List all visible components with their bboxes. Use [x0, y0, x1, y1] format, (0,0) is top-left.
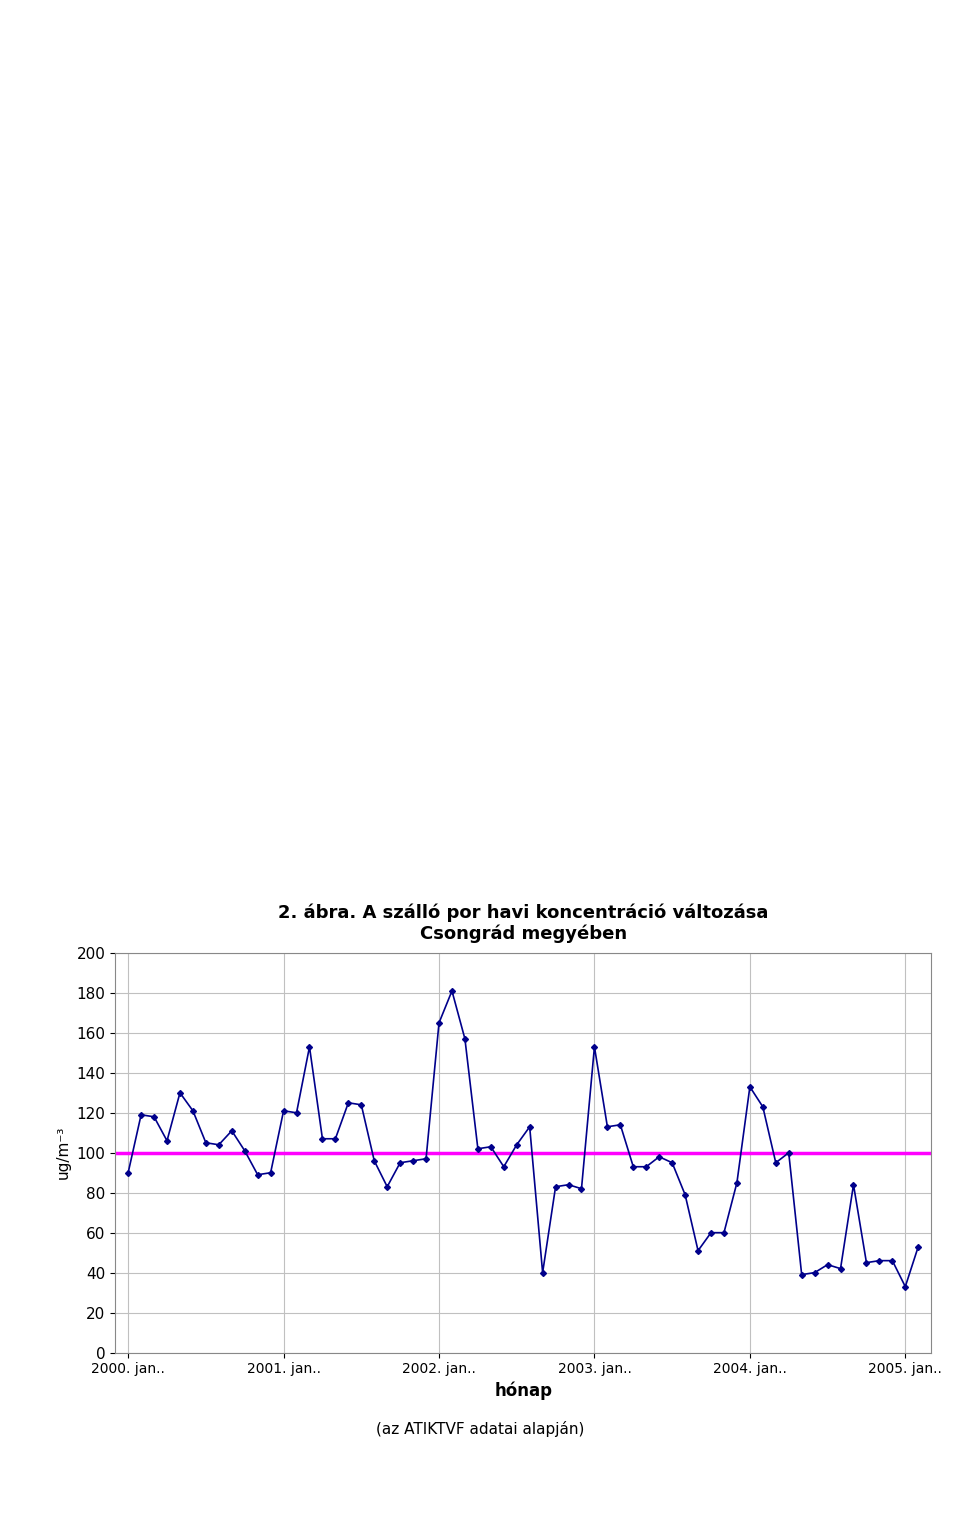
Title: 2. ábra. A szálló por havi koncentráció változása
Csongrád megyében: 2. ábra. A szálló por havi koncentráció … [278, 904, 768, 944]
Text: (az ATIKTVF adatai alapján): (az ATIKTVF adatai alapján) [375, 1422, 585, 1437]
Y-axis label: ug/m⁻³: ug/m⁻³ [56, 1127, 71, 1179]
X-axis label: hónap: hónap [494, 1382, 552, 1400]
